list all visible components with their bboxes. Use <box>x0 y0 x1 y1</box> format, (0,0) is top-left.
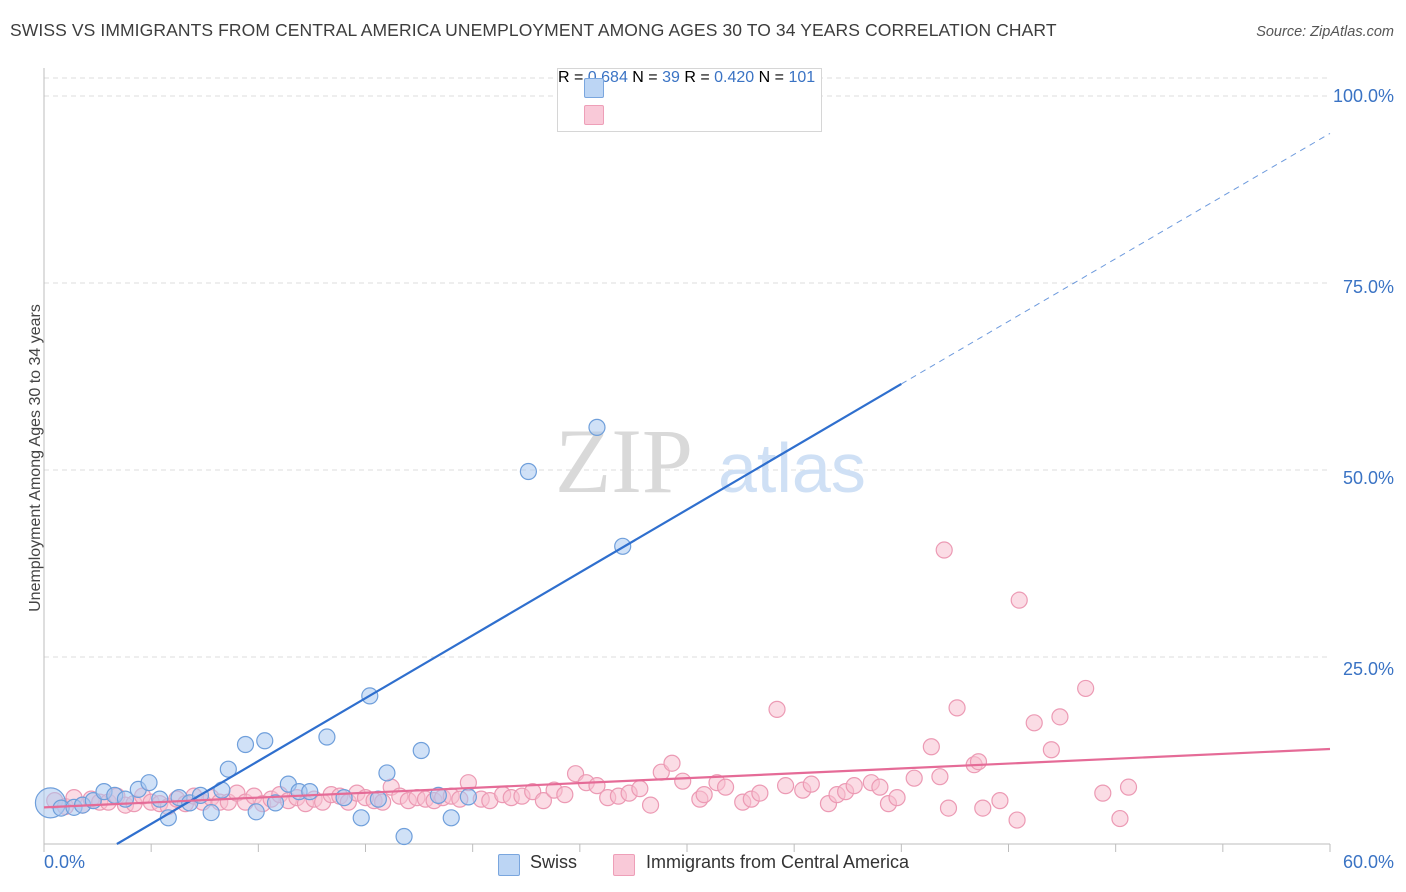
immigrants-point <box>948 699 966 717</box>
swiss-n-label: N = <box>632 69 658 86</box>
immigrants-point <box>905 769 923 787</box>
immigrants-point <box>1010 591 1028 609</box>
immigrants-point <box>1111 809 1129 828</box>
immigrants-point <box>751 784 769 802</box>
swiss-trend-line <box>116 383 902 845</box>
immigrants-legend-swatch <box>613 854 635 876</box>
swiss-n-value: 39 <box>662 69 680 86</box>
chart-title: SWISS VS IMMIGRANTS FROM CENTRAL AMERICA… <box>10 20 1057 40</box>
watermark-atlas: atlas <box>718 429 866 507</box>
immigrants-trend-line <box>43 747 1331 809</box>
immigrants-point <box>802 775 820 793</box>
swiss-point <box>352 809 370 827</box>
source-label: Source: ZipAtlas.com <box>1256 24 1394 40</box>
immigrants-point <box>888 789 906 807</box>
swiss-point <box>588 418 606 436</box>
immigrants-point <box>1051 708 1069 726</box>
immigrants-point <box>939 799 958 817</box>
immigrants-point <box>663 754 681 772</box>
immigrants-r-label: R = <box>684 69 710 86</box>
y-tick-label: 100.0% <box>1332 86 1394 106</box>
y-tick-label: 25.0% <box>1342 659 1394 679</box>
swiss-point <box>412 741 430 760</box>
immigrants-swatch <box>584 105 604 125</box>
immigrants-point <box>935 541 953 559</box>
immigrants-point <box>1119 778 1138 796</box>
swiss-point <box>442 809 460 827</box>
immigrants-point <box>768 700 786 718</box>
immigrants-point <box>641 796 660 814</box>
immigrants-point <box>556 786 574 804</box>
immigrants-point <box>922 738 940 756</box>
immigrants-point <box>631 780 649 798</box>
immigrants-point <box>534 792 552 810</box>
swiss-point <box>256 732 274 750</box>
swiss-point <box>140 774 158 792</box>
swiss-point <box>266 794 285 812</box>
swiss-point <box>247 803 265 821</box>
immigrants-point <box>776 777 795 795</box>
watermark-zip: ZIP <box>555 410 693 512</box>
swiss-points <box>34 87 720 846</box>
immigrants-points <box>46 541 1138 829</box>
immigrants-point <box>974 799 992 817</box>
immigrants-point <box>969 753 988 771</box>
y-tick-label: 75.0% <box>1342 277 1394 297</box>
immigrants-point <box>845 777 863 795</box>
immigrants-legend-label: Immigrants from Central America <box>646 852 910 872</box>
swiss-point <box>202 803 220 822</box>
swiss-point <box>318 728 336 746</box>
immigrants-point <box>1094 784 1112 802</box>
swiss-point <box>378 764 396 782</box>
immigrants-point <box>991 792 1009 810</box>
swiss-point <box>429 786 447 804</box>
swiss-point <box>219 760 237 778</box>
immigrants-point <box>931 768 949 786</box>
immigrants-point <box>1077 679 1095 698</box>
immigrants-point <box>1025 714 1043 732</box>
immigrants-n-value: 101 <box>788 69 816 86</box>
swiss-point <box>519 462 537 481</box>
y-tick-label: 50.0% <box>1342 468 1394 488</box>
immigrants-point <box>1008 811 1026 829</box>
swiss-r-label: R = <box>558 69 584 86</box>
swiss-point <box>151 790 169 808</box>
immigrants-point <box>674 772 692 790</box>
swiss-trend-extension <box>901 132 1331 385</box>
swiss-legend-label: Swiss <box>530 852 578 872</box>
swiss-point <box>459 788 477 806</box>
x-tick-label: 60.0% <box>1342 852 1394 872</box>
immigrants-point <box>1042 741 1060 759</box>
swiss-swatch <box>584 78 604 98</box>
immigrants-point <box>871 778 889 796</box>
trend-lines <box>43 132 1331 845</box>
x-tick-label: 0.0% <box>44 852 86 872</box>
immigrants-point <box>695 786 713 804</box>
swiss-point <box>335 789 353 807</box>
immigrants-n-label: N = <box>758 69 784 86</box>
immigrants-r-value: 0.420 <box>714 69 755 86</box>
correlation-legend: R = 0.684 N = 39 R = 0.420 N = 101 <box>557 68 822 132</box>
swiss-point <box>301 783 319 801</box>
swiss-legend-swatch <box>498 854 520 876</box>
swiss-point <box>395 827 413 846</box>
swiss-point <box>236 735 255 754</box>
immigrants-point <box>716 778 735 796</box>
y-axis-label: Unemployment Among Ages 30 to 34 years <box>27 304 44 612</box>
